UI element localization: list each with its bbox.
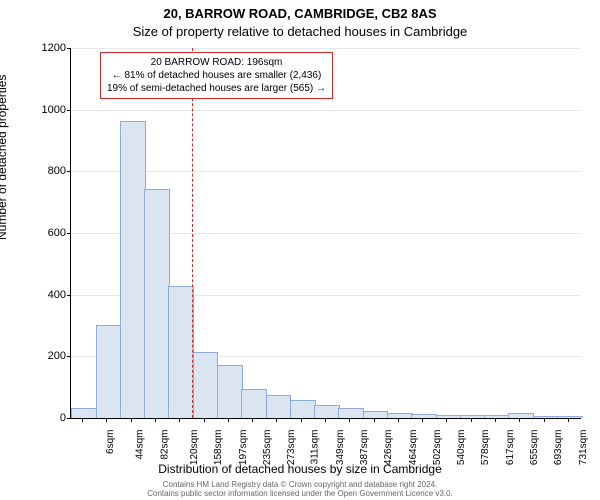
histogram-bar: [436, 415, 462, 418]
histogram-bar: [533, 416, 559, 418]
histogram-bar: [168, 286, 194, 418]
xtick-label: 273sqm: [286, 430, 297, 466]
histogram-bar: [120, 121, 146, 418]
title-sub: Size of property relative to detached ho…: [0, 24, 600, 39]
xtick-label: 197sqm: [238, 430, 249, 466]
xtick-mark: [106, 418, 107, 422]
xtick-label: 311sqm: [310, 430, 321, 465]
histogram-bar: [411, 414, 437, 418]
xtick-label: 540sqm: [456, 430, 467, 466]
xtick-mark: [398, 418, 399, 422]
xtick-label: 731sqm: [578, 430, 589, 466]
histogram-bar: [144, 189, 170, 418]
xtick-mark: [325, 418, 326, 422]
chart-container: 20, BARROW ROAD, CAMBRIDGE, CB2 8AS Size…: [0, 0, 600, 500]
ytick-label: 1000: [26, 104, 66, 116]
footer-line2: Contains public sector information licen…: [0, 489, 600, 498]
xtick-label: 655sqm: [529, 430, 540, 466]
xtick-mark: [374, 418, 375, 422]
xtick-label: 235sqm: [262, 430, 273, 466]
y-axis-label: Number of detached properties: [0, 75, 9, 240]
histogram-bar: [338, 408, 364, 418]
histogram-bar: [484, 415, 510, 418]
histogram-bar: [290, 400, 316, 418]
xtick-label: 617sqm: [505, 430, 516, 466]
ytick-label: 1200: [26, 42, 66, 54]
gridline: [71, 110, 581, 111]
xtick-mark: [349, 418, 350, 422]
xtick-label: 502sqm: [432, 430, 443, 466]
xtick-label: 44sqm: [135, 430, 146, 460]
ytick-mark: [67, 356, 71, 357]
xtick-mark: [82, 418, 83, 422]
footer-line1: Contains HM Land Registry data © Crown c…: [0, 480, 600, 489]
xtick-mark: [301, 418, 302, 422]
ytick-label: 600: [26, 227, 66, 239]
annotation-line1: 20 BARROW ROAD: 196sqm: [107, 56, 326, 69]
ytick-mark: [67, 233, 71, 234]
ytick-label: 400: [26, 289, 66, 301]
histogram-bar: [557, 416, 583, 418]
xtick-label: 6sqm: [105, 430, 116, 454]
histogram-bar: [71, 408, 97, 418]
ytick-mark: [67, 110, 71, 111]
xtick-label: 693sqm: [553, 430, 564, 466]
histogram-bar: [266, 395, 292, 418]
annotation-line2: ← 81% of detached houses are smaller (2,…: [107, 69, 326, 82]
xtick-label: 158sqm: [213, 430, 224, 466]
histogram-bar: [217, 365, 243, 418]
annotation-line3: 19% of semi-detached houses are larger (…: [107, 82, 326, 95]
xtick-label: 426sqm: [383, 430, 394, 466]
title-main: 20, BARROW ROAD, CAMBRIDGE, CB2 8AS: [0, 6, 600, 21]
xtick-mark: [446, 418, 447, 422]
histogram-bar: [241, 389, 267, 418]
xtick-mark: [495, 418, 496, 422]
annotation-box: 20 BARROW ROAD: 196sqm ← 81% of detached…: [100, 52, 333, 99]
xtick-mark: [179, 418, 180, 422]
reference-line: [192, 48, 193, 418]
xtick-label: 349sqm: [335, 430, 346, 466]
gridline: [71, 171, 581, 172]
xtick-mark: [155, 418, 156, 422]
histogram-bar: [193, 352, 219, 418]
ytick-mark: [67, 48, 71, 49]
xtick-label: 387sqm: [359, 430, 370, 466]
xtick-label: 578sqm: [481, 430, 492, 466]
histogram-bar: [508, 413, 534, 418]
xtick-label: 464sqm: [408, 430, 419, 466]
ytick-mark: [67, 418, 71, 419]
ytick-label: 0: [26, 412, 66, 424]
xtick-label: 120sqm: [189, 430, 200, 466]
histogram-bar: [387, 413, 413, 418]
xtick-label: 82sqm: [159, 430, 170, 460]
xtick-mark: [519, 418, 520, 422]
xtick-mark: [471, 418, 472, 422]
gridline: [71, 48, 581, 49]
plot-area: [70, 48, 581, 419]
histogram-bar: [314, 405, 340, 418]
histogram-bar: [460, 415, 486, 418]
footer: Contains HM Land Registry data © Crown c…: [0, 480, 600, 498]
ytick-mark: [67, 295, 71, 296]
xtick-mark: [568, 418, 569, 422]
xtick-mark: [276, 418, 277, 422]
xtick-mark: [228, 418, 229, 422]
xtick-mark: [131, 418, 132, 422]
histogram-bar: [96, 325, 122, 419]
ytick-mark: [67, 171, 71, 172]
xtick-mark: [422, 418, 423, 422]
xtick-mark: [204, 418, 205, 422]
ytick-label: 200: [26, 350, 66, 362]
ytick-label: 800: [26, 165, 66, 177]
xtick-mark: [252, 418, 253, 422]
histogram-bar: [363, 411, 389, 418]
xtick-mark: [544, 418, 545, 422]
